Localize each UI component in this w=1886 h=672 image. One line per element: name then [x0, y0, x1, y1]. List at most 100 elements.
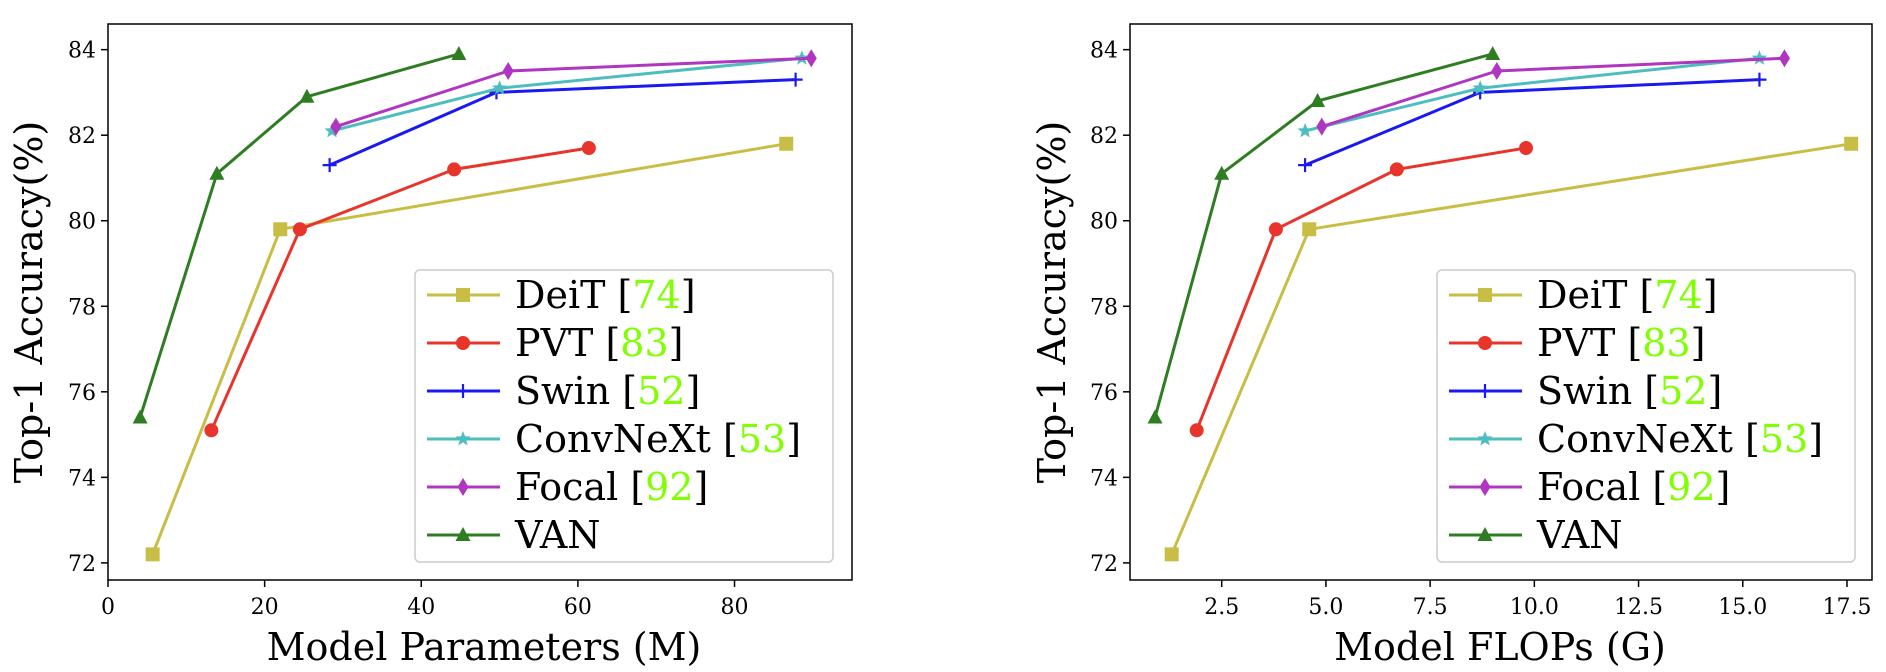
- data-point: [1752, 72, 1767, 87]
- legend-label: Swin [52]: [1537, 369, 1722, 413]
- y-tick-label: 76: [1090, 381, 1118, 406]
- legend-label: Swin [52]: [515, 369, 700, 413]
- legend-box: [1436, 269, 1856, 563]
- data-point: [447, 162, 462, 177]
- data-point: [502, 62, 514, 81]
- series-line-focal: [1321, 56, 1785, 129]
- series-focal: [1316, 49, 1790, 136]
- legend-entry-deit: DeiT [74]: [427, 273, 696, 317]
- y-tick-label: 78: [68, 295, 96, 320]
- legend-label: ConvNeXt [53]: [1537, 417, 1823, 461]
- data-point: [1189, 423, 1204, 438]
- x-tick-label: 2.5: [1204, 595, 1239, 620]
- legend-marker: [455, 431, 471, 446]
- x-axis-label: Model FLOPs (G): [1334, 625, 1666, 669]
- legend-label: DeiT [74]: [515, 273, 696, 317]
- legend-entry-van: VAN: [1449, 513, 1623, 557]
- series-deit: [1164, 136, 1859, 562]
- y-tick-label: 78: [1090, 295, 1118, 320]
- x-tick-label: 0: [101, 595, 115, 620]
- x-tick-label: 60: [564, 595, 592, 620]
- x-tick-label: 20: [251, 595, 279, 620]
- data-point: [779, 136, 794, 151]
- series-swin: [322, 72, 803, 173]
- legend-marker: [456, 288, 470, 302]
- series-focal: [330, 49, 817, 136]
- y-tick-label: 82: [1090, 124, 1118, 149]
- series-pvt: [204, 141, 596, 438]
- data-point: [1302, 222, 1317, 237]
- data-point: [805, 49, 817, 68]
- legend-label: ConvNeXt [53]: [515, 417, 801, 461]
- series-pvt: [1189, 141, 1534, 438]
- data-point: [1147, 409, 1163, 424]
- y-tick-label: 72: [1090, 552, 1118, 577]
- data-point: [1472, 80, 1488, 95]
- legend-marker: [457, 478, 469, 496]
- axes-frame: [107, 23, 853, 581]
- legend-marker: [1478, 384, 1492, 398]
- legend-marker: [1478, 336, 1492, 350]
- y-axis-label: Top-1 Accuracy(%): [7, 121, 51, 484]
- x-tick-label: 12.5: [1614, 595, 1663, 620]
- x-tick-label: 10.0: [1510, 595, 1559, 620]
- data-point: [1214, 165, 1230, 180]
- legend-entry-van: VAN: [427, 513, 601, 557]
- x-tick-label: 17.5: [1822, 595, 1871, 620]
- data-point: [1389, 162, 1404, 177]
- y-tick-label: 80: [1090, 210, 1118, 235]
- series-line-van: [138, 52, 460, 418]
- legend-label: VAN: [1536, 513, 1623, 557]
- series-deit: [145, 136, 794, 562]
- data-point: [322, 158, 337, 173]
- legend-label: DeiT [74]: [1537, 273, 1718, 317]
- series-swin: [1298, 72, 1767, 173]
- data-point: [1297, 122, 1313, 138]
- data-point: [581, 141, 596, 156]
- x-tick-label: 40: [407, 595, 435, 620]
- legend-box: [414, 269, 834, 563]
- data-point: [1298, 158, 1313, 173]
- legend-marker: [1477, 527, 1493, 541]
- y-tick-label: 72: [68, 552, 96, 577]
- data-point: [132, 409, 148, 424]
- x-axis-label: Model Parameters (M): [267, 625, 702, 669]
- data-point: [292, 222, 307, 237]
- y-tick-label: 74: [68, 466, 96, 491]
- y-tick-label: 84: [68, 39, 96, 64]
- legend-marker: [455, 527, 471, 541]
- x-tick-label: 15.0: [1718, 595, 1767, 620]
- chart-panel-1: 72 74 76 78 80 82 84 0 20 40 60 80 Model Parameters …: [7, 23, 853, 669]
- legend-label: PVT [83]: [1537, 321, 1705, 365]
- legend-marker: [1477, 431, 1493, 446]
- legend: DeiT [74]PVT [83]Swin [52]ConvNeXt [53]F…: [1436, 269, 1856, 563]
- series-convnext: [1297, 50, 1768, 138]
- data-point: [324, 122, 340, 138]
- data-point: [1519, 141, 1534, 156]
- y-tick-label: 74: [1090, 466, 1118, 491]
- y-axis-label: Top-1 Accuracy(%): [1030, 121, 1074, 484]
- series-van: [1147, 45, 1501, 424]
- series-line-van: [1153, 52, 1494, 418]
- legend-marker: [456, 336, 470, 350]
- legend: DeiT [74]PVT [83]Swin [52]ConvNeXt [53]F…: [414, 269, 834, 563]
- data-point: [1485, 45, 1501, 60]
- series-van: [132, 45, 467, 424]
- x-tick-label: 7.5: [1413, 595, 1448, 620]
- chart-panel-2: 72 74 76 78 80 82 84 2.5 5.0 7.5 10.0 12.5 15.0 17.5 M…: [1030, 23, 1873, 669]
- data-point: [273, 222, 288, 237]
- legend-entry-convnext: ConvNeXt [53]: [427, 417, 801, 461]
- data-point: [1491, 62, 1503, 81]
- y-tick-label: 82: [68, 124, 96, 149]
- y-tick-label: 76: [68, 381, 96, 406]
- legend-marker: [1479, 478, 1491, 496]
- axes-frame: [1129, 23, 1873, 581]
- x-tick-label: 80: [721, 595, 749, 620]
- data-point: [451, 45, 467, 60]
- series-line-pvt: [1195, 146, 1527, 431]
- data-point: [299, 88, 315, 103]
- legend-label: Focal [92]: [1537, 465, 1730, 509]
- data-point: [1316, 117, 1328, 136]
- data-point: [145, 547, 160, 562]
